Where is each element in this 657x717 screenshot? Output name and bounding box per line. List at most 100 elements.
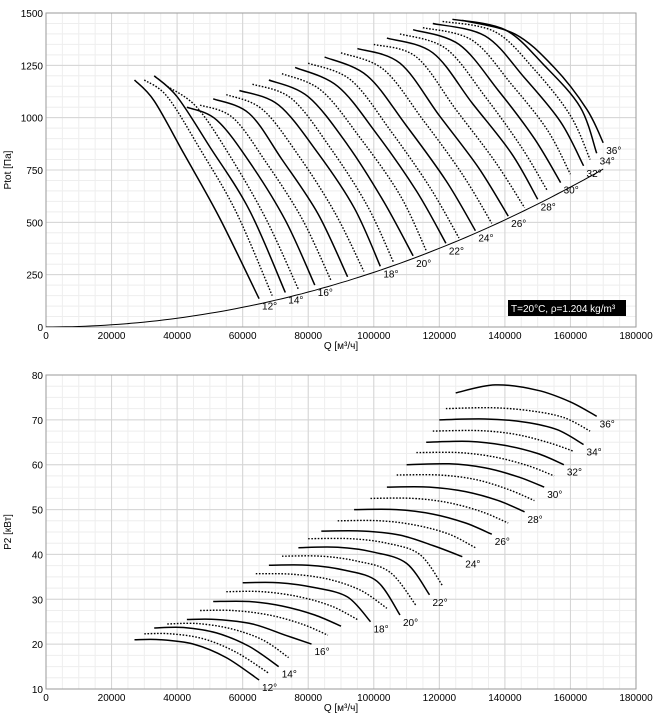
plot-area xyxy=(134,384,598,681)
angle-label: 32° xyxy=(567,468,582,479)
series-line xyxy=(153,75,286,293)
y-tick-label: 1500 xyxy=(21,9,44,20)
y-axis-label: P2 [кВт] xyxy=(3,514,14,550)
angle-label: 16° xyxy=(318,288,333,299)
series-line xyxy=(226,590,358,621)
x-tick-label: 120000 xyxy=(423,693,457,704)
y-axis-label: Ptot [Па] xyxy=(3,150,14,189)
series-line xyxy=(337,519,476,549)
angle-label: 18° xyxy=(374,625,389,636)
minor-grid xyxy=(45,374,637,690)
y-tick-label: 250 xyxy=(26,271,43,282)
series-line xyxy=(432,429,574,452)
series-line xyxy=(166,85,300,290)
y-tick-label: 50 xyxy=(32,506,44,517)
angle-label: 14° xyxy=(282,670,297,681)
x-tick-label: 140000 xyxy=(488,693,522,704)
series-line xyxy=(442,20,591,160)
series-line xyxy=(298,546,431,596)
angle-label: 20° xyxy=(416,259,431,270)
y-tick-label: 40 xyxy=(32,550,44,561)
x-tick-label: 140000 xyxy=(488,331,522,342)
note-background xyxy=(508,300,626,316)
series-line xyxy=(199,104,332,282)
series-line xyxy=(308,537,444,587)
pressure-chart: 0 20000 40000 60000 80000 100000 120000 140000 1… xyxy=(3,9,653,352)
series-line xyxy=(212,98,349,278)
x-tick-label: 180000 xyxy=(619,693,653,704)
series-line xyxy=(321,530,463,558)
x-axis-label: Q [м³/ч] xyxy=(324,341,359,352)
series-line xyxy=(167,622,289,659)
x-tick-label: 60000 xyxy=(229,331,257,342)
angle-label: 34° xyxy=(600,156,615,167)
angle-label: 26° xyxy=(495,537,510,548)
y-tick-label: 1250 xyxy=(21,61,44,72)
series-line xyxy=(354,508,493,535)
y-tick-label: 750 xyxy=(26,166,43,177)
x-tick-label: 40000 xyxy=(163,331,191,342)
angle-label: 22° xyxy=(449,246,464,257)
x-tick-label: 60000 xyxy=(229,693,257,704)
series-line xyxy=(324,56,477,232)
series-line xyxy=(373,43,526,209)
series-line xyxy=(396,473,535,502)
system-curve xyxy=(46,168,604,327)
angle-label: 30° xyxy=(547,490,562,501)
angle-label: 24° xyxy=(465,560,480,571)
x-tick-label: 160000 xyxy=(554,331,588,342)
series-line xyxy=(439,418,584,446)
angle-label: 36° xyxy=(606,146,621,157)
y-tick-label: 80 xyxy=(32,371,44,382)
note-text: T=20°C, ρ=1.204 kg/m³ xyxy=(511,304,616,315)
y-tick-label: 60 xyxy=(32,461,44,472)
x-tick-label: 0 xyxy=(43,331,49,342)
series-line xyxy=(416,451,555,477)
y-tick-label: 0 xyxy=(37,323,43,334)
x-tick-label: 40000 xyxy=(163,693,191,704)
series-line xyxy=(186,618,312,645)
conditions-note: T=20°C, ρ=1.204 kg/m³ xyxy=(508,300,626,316)
series-line xyxy=(370,497,509,524)
series-line xyxy=(154,626,280,668)
series-line xyxy=(340,52,493,224)
series-line xyxy=(357,47,509,217)
x-tick-label: 160000 xyxy=(554,693,588,704)
y-tick-label: 20 xyxy=(32,640,44,651)
series-line xyxy=(452,18,598,154)
x-tick-label: 100000 xyxy=(357,331,391,342)
x-tick-label: 80000 xyxy=(294,331,322,342)
plot-area xyxy=(46,18,604,327)
series-line xyxy=(426,440,565,466)
y-tick-label: 70 xyxy=(32,416,44,427)
series-line xyxy=(422,27,572,175)
angle-label: 18° xyxy=(383,269,398,280)
x-tick-label: 80000 xyxy=(294,693,322,704)
plot-frame xyxy=(45,12,637,328)
angle-label: 30° xyxy=(564,186,579,197)
x-tick-label: 120000 xyxy=(423,331,457,342)
series-line xyxy=(143,79,273,296)
plot-frame xyxy=(45,374,637,690)
series-line xyxy=(133,79,260,300)
series-line xyxy=(186,106,316,286)
y-tick-label: 500 xyxy=(26,218,43,229)
x-tick-label: 0 xyxy=(43,693,49,704)
x-tick-label: 20000 xyxy=(98,693,126,704)
series-line xyxy=(406,462,545,488)
series-line xyxy=(307,62,460,239)
angle-label: 26° xyxy=(511,219,526,230)
series-line xyxy=(134,638,260,681)
series-line xyxy=(144,632,270,674)
series-line xyxy=(226,93,365,272)
series-line xyxy=(281,73,427,251)
y-tick-label: 30 xyxy=(32,595,44,606)
angle-label: 12° xyxy=(262,683,277,694)
series-line xyxy=(268,79,414,257)
series-line xyxy=(281,555,417,607)
angle-label: 28° xyxy=(528,515,543,526)
series-line xyxy=(252,83,395,263)
angle-label: 22° xyxy=(433,598,448,609)
series-line xyxy=(386,37,539,200)
